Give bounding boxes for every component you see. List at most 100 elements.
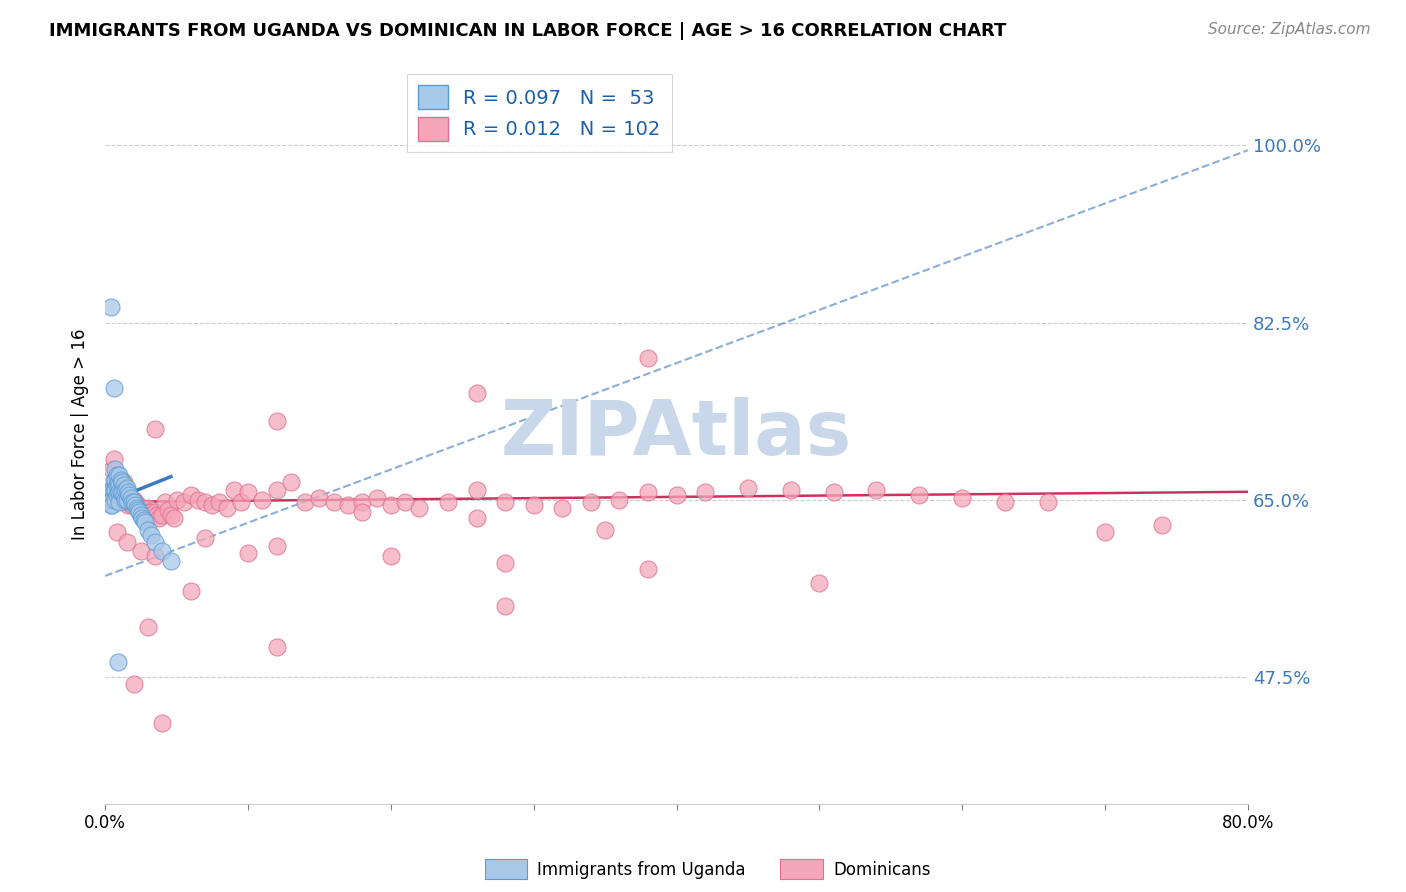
Point <box>111 484 134 499</box>
Point <box>465 511 488 525</box>
Point <box>609 492 631 507</box>
Point <box>160 508 183 522</box>
Point <box>145 508 167 522</box>
Point <box>117 484 139 499</box>
Point <box>150 543 173 558</box>
Point <box>136 501 159 516</box>
Point <box>103 452 125 467</box>
Point <box>236 546 259 560</box>
Point <box>125 498 148 512</box>
Point <box>114 492 136 507</box>
Point <box>115 492 138 507</box>
Point <box>180 584 202 599</box>
Point <box>465 483 488 497</box>
Point <box>194 532 217 546</box>
Text: IMMIGRANTS FROM UGANDA VS DOMINICAN IN LABOR FORCE | AGE > 16 CORRELATION CHART: IMMIGRANTS FROM UGANDA VS DOMINICAN IN L… <box>49 22 1007 40</box>
Point <box>101 483 124 497</box>
Point <box>120 491 142 505</box>
Point <box>143 422 166 436</box>
Point <box>107 484 129 499</box>
Point <box>136 524 159 538</box>
Point <box>222 483 245 497</box>
Point <box>105 483 128 497</box>
Point <box>101 462 124 476</box>
Point <box>101 498 124 512</box>
Point <box>120 495 142 509</box>
Point <box>101 492 124 507</box>
Point <box>266 539 288 553</box>
Point <box>808 576 831 591</box>
Point <box>136 619 159 633</box>
Point <box>294 495 316 509</box>
Point <box>252 492 274 507</box>
Point <box>108 484 131 499</box>
Point <box>104 483 127 497</box>
Legend: R = 0.097   N =  53, R = 0.012   N = 102: R = 0.097 N = 53, R = 0.012 N = 102 <box>406 74 672 153</box>
Point <box>494 495 516 509</box>
Point <box>823 484 845 499</box>
Point <box>148 511 170 525</box>
Point <box>105 467 128 482</box>
Point <box>132 503 155 517</box>
Point <box>100 301 122 315</box>
Point <box>352 505 374 519</box>
Point <box>104 462 127 476</box>
Point <box>117 488 139 502</box>
Point <box>107 475 129 489</box>
Point <box>104 483 127 497</box>
Point <box>100 498 122 512</box>
Point <box>380 498 402 512</box>
Point <box>551 501 574 516</box>
Point <box>194 495 217 509</box>
Point <box>337 498 360 512</box>
Y-axis label: In Labor Force | Age > 16: In Labor Force | Age > 16 <box>72 328 89 540</box>
Point <box>208 495 231 509</box>
Point <box>104 473 127 487</box>
Point <box>135 505 157 519</box>
Point <box>494 556 516 570</box>
Point <box>163 511 186 525</box>
Point <box>994 495 1017 509</box>
Point <box>100 492 122 507</box>
Point <box>117 498 139 512</box>
Point <box>105 525 128 540</box>
Point <box>141 508 163 522</box>
Point <box>112 488 135 502</box>
Point <box>103 381 125 395</box>
Point <box>266 414 288 428</box>
Point <box>107 475 129 489</box>
Point <box>125 501 148 516</box>
Point <box>105 488 128 502</box>
Point <box>352 495 374 509</box>
Point <box>637 484 659 499</box>
Point <box>665 488 688 502</box>
Point <box>157 503 180 517</box>
Point <box>143 535 166 549</box>
Point <box>229 495 252 509</box>
Point <box>236 484 259 499</box>
Point <box>380 549 402 563</box>
Point <box>139 528 162 542</box>
Point <box>110 483 132 497</box>
Point <box>105 477 128 491</box>
Point <box>127 503 149 517</box>
Point <box>124 498 146 512</box>
Point <box>112 475 135 489</box>
Point <box>115 535 138 549</box>
Point <box>138 505 160 519</box>
Point <box>166 492 188 507</box>
Point <box>950 491 973 505</box>
Text: ZIPAtlas: ZIPAtlas <box>501 397 852 471</box>
Point <box>100 483 122 497</box>
Point <box>122 495 145 509</box>
Point <box>121 498 143 512</box>
Point <box>103 483 125 497</box>
Point <box>394 495 416 509</box>
Point <box>108 495 131 509</box>
Point <box>127 498 149 512</box>
Point <box>122 677 145 691</box>
Point <box>129 543 152 558</box>
Point <box>129 508 152 522</box>
Point <box>779 483 801 497</box>
Point <box>266 483 288 497</box>
